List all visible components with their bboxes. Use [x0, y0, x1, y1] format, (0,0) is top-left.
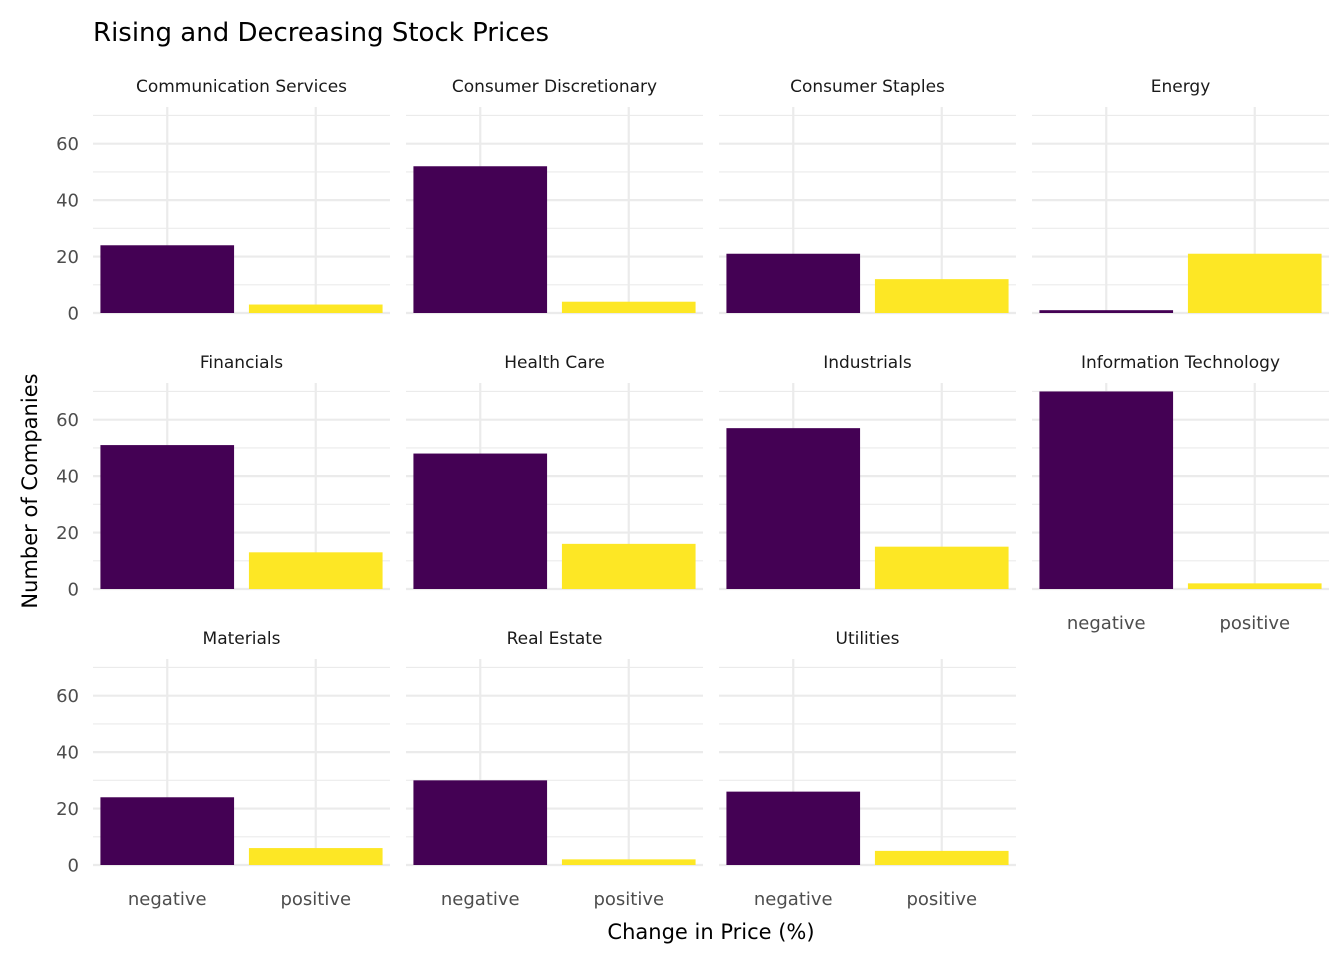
- facet-strip-label: Materials: [203, 629, 281, 649]
- bar-positive: [248, 304, 383, 313]
- x-tick-label: negative: [1067, 613, 1146, 634]
- y-tick-label: 60: [56, 134, 79, 155]
- facet-panel: Health Care: [406, 353, 703, 591]
- y-tick-label: 40: [56, 191, 79, 212]
- bar-positive: [561, 543, 696, 589]
- bar-negative: [726, 253, 861, 313]
- y-tick-label: 60: [56, 686, 79, 707]
- x-tick-label: negative: [441, 889, 520, 910]
- chart-title: Rising and Decreasing Stock Prices: [93, 18, 549, 48]
- facet-strip-label: Utilities: [836, 629, 900, 649]
- bar-positive: [874, 850, 1009, 865]
- facet-panel: Consumer Staples: [719, 77, 1016, 315]
- bar-negative: [1039, 310, 1174, 313]
- bar-negative: [1039, 391, 1174, 589]
- facet-strip-label: Consumer Staples: [790, 77, 945, 97]
- bar-positive: [874, 546, 1009, 589]
- x-tick-label: positive: [1219, 613, 1290, 634]
- bar-negative: [100, 245, 235, 313]
- facet-panel: Consumer Discretionary: [406, 77, 703, 315]
- facet-strip-label: Health Care: [504, 353, 605, 373]
- facet-panels: Communication Services 0 20 40 60 Consumer Di…: [56, 77, 1329, 910]
- facet-panel: Energy: [1032, 77, 1329, 315]
- bar-positive: [1187, 583, 1322, 589]
- facet-strip-label: Energy: [1151, 77, 1211, 97]
- facet-strip-label: Consumer Discretionary: [452, 77, 657, 97]
- y-tick-label: 20: [56, 799, 79, 820]
- bar-negative: [413, 453, 548, 589]
- facet-panel: Utilities negative positive: [719, 629, 1016, 910]
- x-tick-label: positive: [593, 889, 664, 910]
- facet-strip-label: Communication Services: [136, 77, 347, 97]
- bar-negative: [413, 166, 548, 313]
- y-tick-label: 40: [56, 467, 79, 488]
- x-axis-title: Change in Price (%): [607, 920, 814, 944]
- bar-negative: [100, 445, 235, 589]
- facet-strip-label: Information Technology: [1081, 353, 1280, 373]
- bar-positive: [248, 848, 383, 865]
- bar-positive: [561, 301, 696, 313]
- facet-panel: Real Estate negative positive: [406, 629, 703, 910]
- bar-positive: [1187, 253, 1322, 313]
- bar-negative: [413, 780, 548, 865]
- facet-panel: Information Technology negative positive: [1032, 353, 1329, 634]
- bar-positive: [248, 552, 383, 589]
- facet-panel: Materials 0 20 40 60 negative positive: [56, 629, 390, 910]
- x-tick-label: positive: [906, 889, 977, 910]
- y-tick-label: 0: [68, 856, 79, 877]
- facet-panel: Communication Services 0 20 40 60: [56, 77, 390, 325]
- y-tick-label: 20: [56, 523, 79, 544]
- x-tick-label: negative: [754, 889, 833, 910]
- bar-negative: [100, 797, 235, 865]
- y-tick-label: 40: [56, 743, 79, 764]
- bar-positive: [561, 859, 696, 865]
- x-tick-label: positive: [280, 889, 351, 910]
- y-axis-title: Number of Companies: [18, 373, 42, 608]
- facet-panel: Industrials: [719, 353, 1016, 591]
- x-tick-label: negative: [128, 889, 207, 910]
- facet-panel: Financials 0 20 40 60: [56, 353, 390, 601]
- y-tick-label: 60: [56, 410, 79, 431]
- facet-strip-label: Industrials: [823, 353, 912, 373]
- y-tick-label: 0: [68, 304, 79, 325]
- y-tick-label: 0: [68, 580, 79, 601]
- bar-positive: [874, 279, 1009, 313]
- bar-negative: [726, 791, 861, 865]
- y-tick-label: 20: [56, 247, 79, 268]
- facet-strip-label: Financials: [200, 353, 283, 373]
- bar-negative: [726, 428, 861, 589]
- facet-strip-label: Real Estate: [507, 629, 603, 649]
